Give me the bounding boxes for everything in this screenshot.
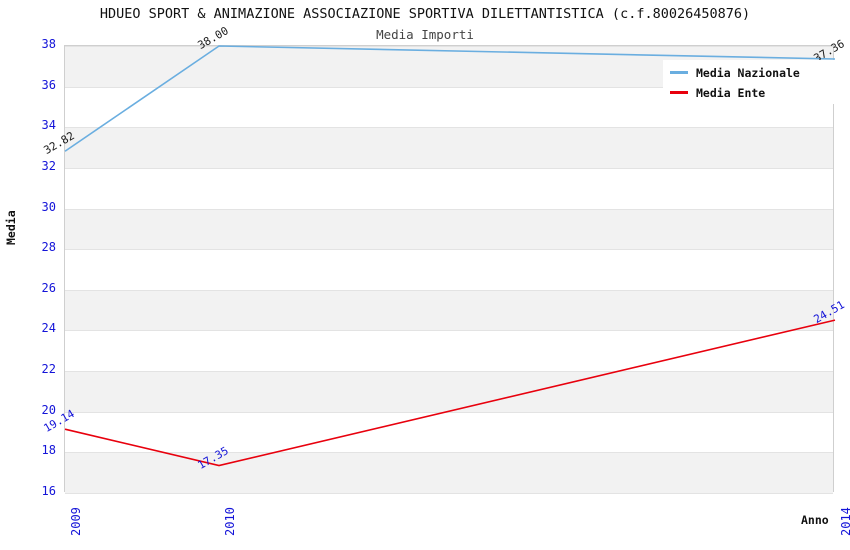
x-axis-title: Anno (801, 513, 829, 527)
gridline (65, 46, 833, 47)
background-band (65, 371, 833, 412)
gridline (65, 493, 833, 494)
gridline (65, 371, 833, 373)
x-tick-label: 2009 (69, 507, 83, 536)
x-tick-label: 2014 (839, 507, 850, 536)
y-tick-label: 24 (41, 321, 56, 336)
plot-area (64, 45, 836, 494)
series-line (64, 45, 836, 152)
y-tick-label: 28 (41, 240, 56, 255)
legend-item-media-nazionale[interactable]: Media Nazionale (670, 62, 800, 83)
background-band (65, 127, 833, 168)
y-tick-label: 30 (41, 199, 56, 214)
gridline (65, 249, 833, 251)
y-tick-label: 20 (41, 402, 56, 417)
y-tick-label: 32 (41, 158, 56, 173)
y-tick-label: 22 (41, 362, 56, 377)
chart-title: HDUEO SPORT & ANIMAZIONE ASSOCIAZIONE SP… (99, 6, 751, 22)
y-tick-label: 26 (41, 280, 56, 295)
legend-swatch-icon (670, 91, 688, 94)
gridline (65, 330, 833, 332)
background-band (65, 208, 833, 250)
y-tick-label: 38 (41, 37, 56, 51)
gridline (65, 289, 833, 291)
legend: Media Nazionale Media Ente (663, 60, 847, 104)
background-band (65, 289, 833, 331)
series-line (64, 319, 836, 467)
x-tick-label: 2010 (223, 507, 237, 536)
chart-subtitle: Media Importi (376, 27, 474, 42)
y-tick-label: 36 (41, 77, 56, 92)
gridline (65, 452, 833, 454)
legend-label: Media Nazionale (696, 65, 800, 80)
y-tick-label: 34 (41, 118, 56, 133)
legend-item-media-ente[interactable]: Media Ente (670, 82, 765, 103)
legend-swatch-icon (670, 71, 688, 74)
gridline (65, 167, 833, 169)
legend-label: Media Ente (696, 85, 766, 100)
gridline (65, 127, 833, 129)
gridline (65, 86, 833, 88)
y-tick-label: 18 (41, 443, 56, 458)
gridline (65, 411, 833, 413)
series-lines (64, 45, 836, 467)
gridline (65, 208, 833, 210)
y-tick-label: 16 (41, 484, 56, 498)
